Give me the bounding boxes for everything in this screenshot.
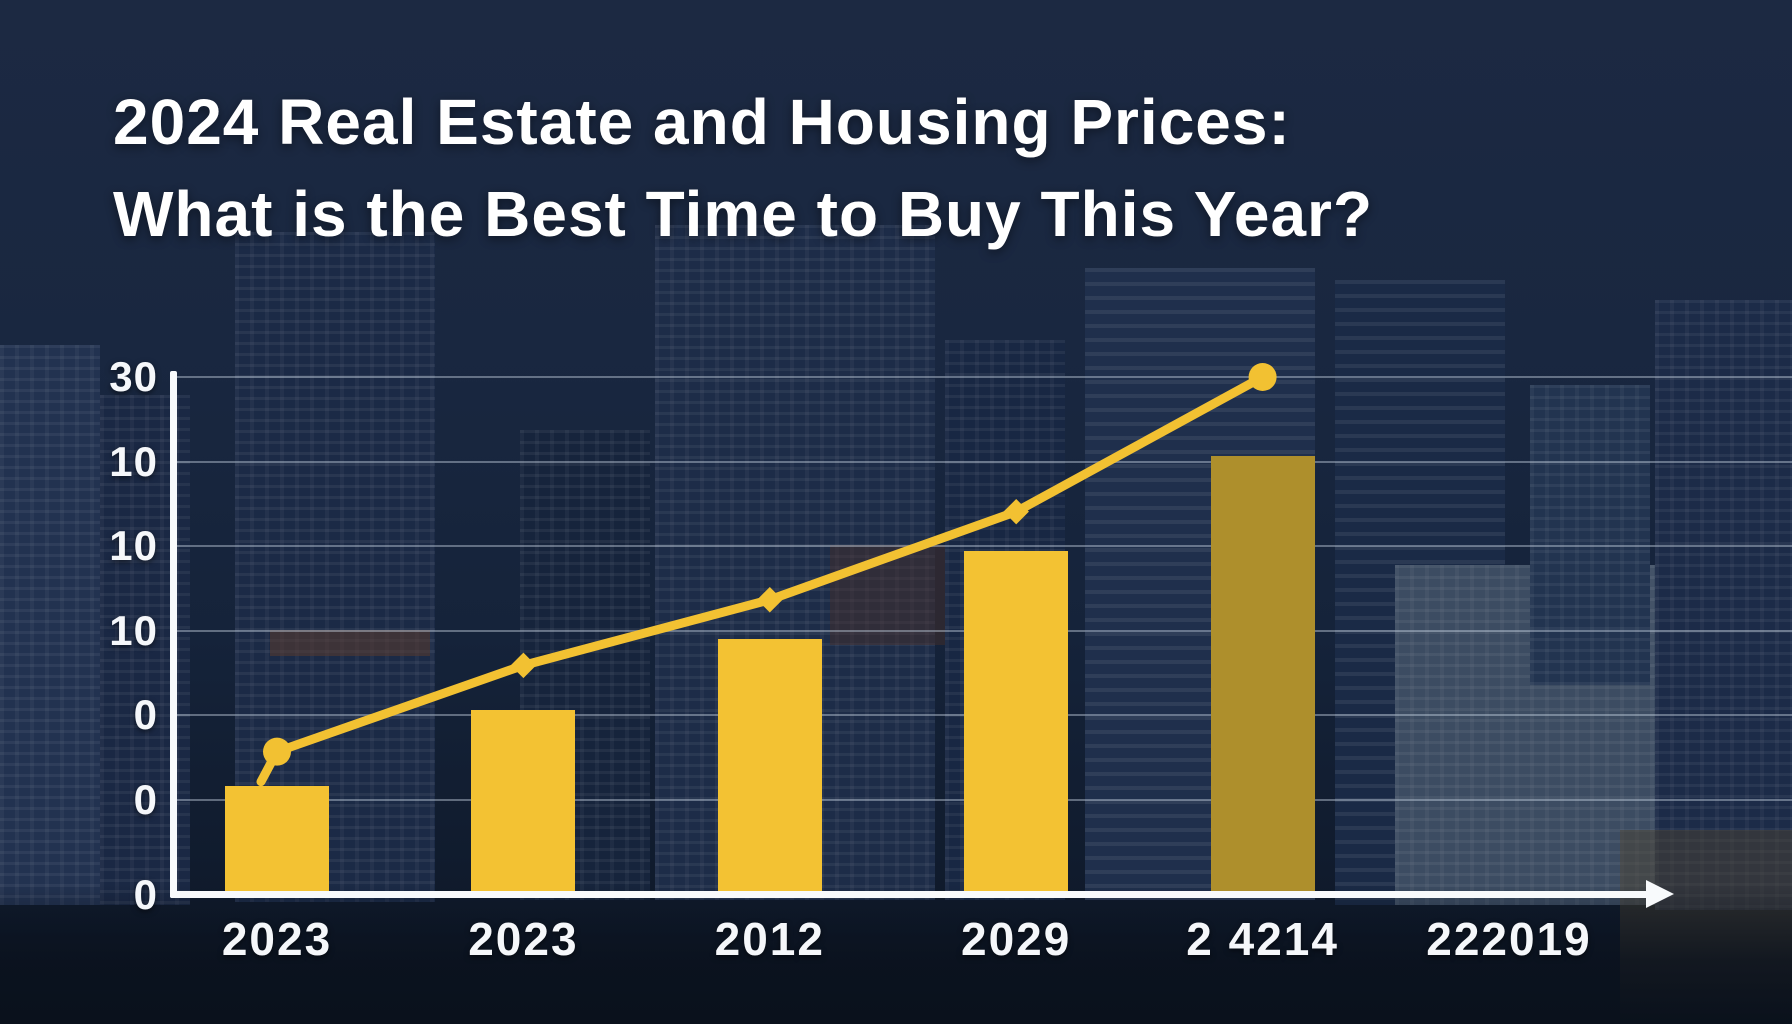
x-axis-tick-label: 222019 (1426, 913, 1592, 965)
y-axis-tick-label: 30 (109, 353, 158, 400)
x-axis-arrowhead (1646, 880, 1674, 908)
y-axis-tick-label: 0 (133, 776, 158, 823)
y-axis-tick-label: 10 (109, 606, 158, 654)
title-block: 2024 Real Estate and Housing Prices: Wha… (113, 76, 1373, 260)
building-silhouette (270, 630, 430, 656)
x-axis-tick-label: 2 4214 (1186, 913, 1339, 965)
x-axis-tick-label: 2012 (714, 913, 825, 965)
y-axis-tick-label: 0 (133, 691, 158, 739)
housing-price-bar (225, 785, 329, 893)
housing-price-bar (471, 709, 576, 893)
street-shadow (0, 884, 1792, 1024)
y-axis-tick-label: 10 (109, 437, 158, 485)
gridline (173, 376, 1792, 378)
gridline (173, 460, 1792, 463)
housing-price-bar (717, 639, 822, 893)
building-silhouette (1530, 385, 1650, 685)
x-axis-tick-label: 2029 (961, 913, 1072, 965)
y-axis-tick-label: 10 (109, 522, 158, 570)
page-title-line2: What is the Best Time to Buy This Year? (113, 178, 1374, 250)
x-axis-line (170, 891, 1648, 898)
housing-price-bar (1210, 456, 1315, 893)
gridline (173, 545, 1792, 548)
y-axis-line (170, 371, 177, 898)
x-axis-tick-label: 2023 (221, 913, 333, 965)
housing-price-bar (964, 551, 1069, 893)
building-silhouette (0, 345, 100, 905)
building-silhouette (1655, 300, 1792, 910)
y-axis-tick-label: 0 (133, 871, 158, 918)
x-axis-tick-label: 2023 (468, 913, 579, 965)
page-title-line1: 2024 Real Estate and Housing Prices: (113, 86, 1291, 158)
